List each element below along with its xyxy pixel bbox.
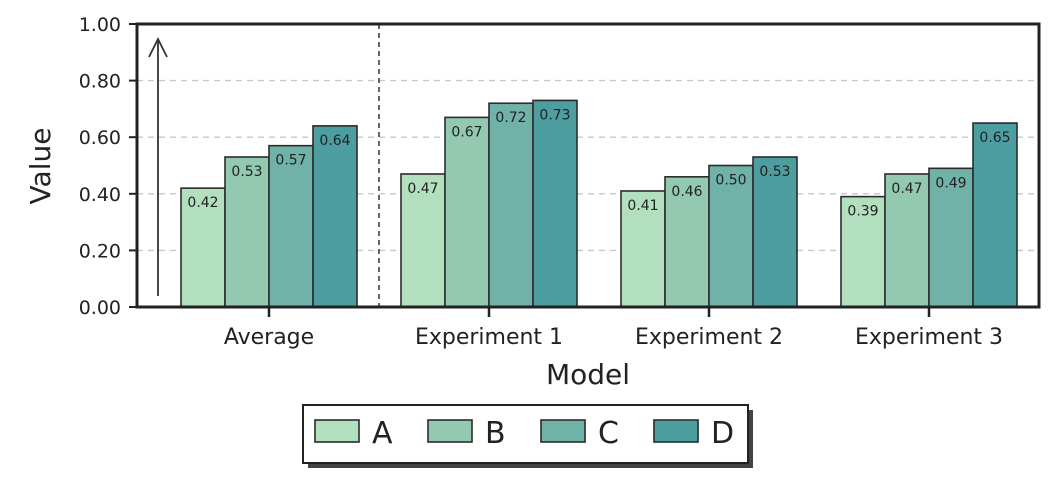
data-label: 0.72: [495, 110, 526, 126]
legend-label-a: A: [372, 416, 393, 451]
legend-label-c: C: [598, 416, 619, 451]
x-tick-label: Experiment 2: [635, 325, 783, 350]
y-tick-label: 1.00: [79, 14, 121, 36]
bar-d-4: [972, 122, 1018, 308]
bar-d-3: [752, 156, 798, 308]
x-tick-label: Experiment 3: [855, 325, 1003, 350]
data-label: 0.57: [275, 153, 306, 169]
data-label: 0.53: [231, 164, 262, 180]
x-tick-label: Experiment 1: [415, 325, 563, 350]
bar-d-2: [532, 99, 578, 308]
y-tick-label: 0.00: [79, 297, 121, 319]
bar-a-3: [620, 190, 666, 308]
y-tick-label: 0.80: [79, 71, 121, 93]
y-tick-label: 0.40: [79, 184, 121, 206]
bar-c-1: [268, 144, 314, 308]
bar-d-1: [312, 125, 358, 308]
y-axis-title: Value: [24, 128, 57, 205]
legend-label-b: B: [485, 416, 506, 451]
data-label: 0.50: [715, 173, 746, 189]
bar-c-2: [488, 102, 534, 308]
data-label: 0.53: [759, 164, 790, 180]
bar-a-2: [400, 173, 446, 308]
legend: A B C D: [302, 404, 753, 468]
x-axis-title: Model: [546, 358, 630, 391]
y-axis-ticks: 0.00 0.20 0.40 0.60 0.80 1.00: [79, 14, 137, 319]
y-tick-label: 0.20: [79, 240, 121, 262]
bar-b-2: [444, 116, 490, 308]
data-label: 0.73: [539, 107, 570, 123]
data-label: 0.49: [935, 175, 966, 191]
bars: [180, 99, 1018, 308]
data-labels: 0.42 0.53 0.57 0.64 0.47 0.67 0.72 0.73 0.41 0.46…: [187, 107, 1010, 219]
legend-swatch-b: [427, 419, 473, 443]
legend-label-d: D: [711, 416, 734, 451]
data-label: 0.46: [671, 184, 702, 200]
y-tick-label: 0.60: [79, 127, 121, 149]
data-label: 0.41: [627, 198, 658, 214]
data-label: 0.42: [187, 195, 218, 211]
x-tick-label: Average: [224, 325, 314, 350]
data-label: 0.67: [451, 124, 482, 140]
up-arrow-icon: [148, 36, 168, 296]
data-label: 0.39: [847, 204, 878, 220]
bar-c-3: [708, 164, 754, 308]
legend-swatch-c: [540, 419, 586, 443]
legend-swatch-d: [653, 419, 699, 443]
plot-frame: [135, 22, 1041, 309]
data-label: 0.64: [319, 133, 350, 149]
data-label: 0.65: [979, 130, 1010, 146]
data-label: 0.47: [407, 181, 438, 197]
x-axis-ticks: Average Experiment 1 Experiment 2 Experimen…: [224, 307, 1003, 350]
legend-swatch-a: [314, 419, 360, 443]
bar-b-3: [664, 176, 710, 308]
data-label: 0.47: [891, 181, 922, 197]
